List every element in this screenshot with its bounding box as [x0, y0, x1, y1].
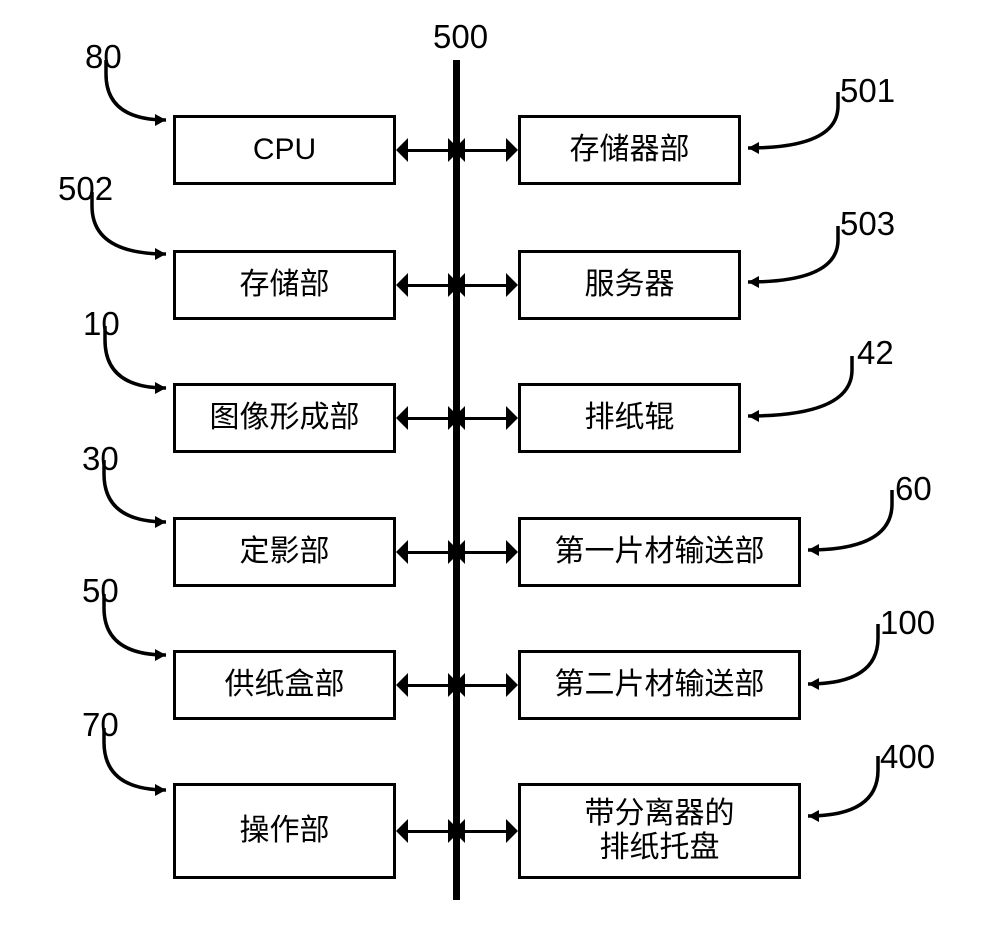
bus-connector: [463, 284, 509, 287]
bus-connector: [406, 284, 450, 287]
arrow-left-icon: [396, 138, 408, 162]
cpu-block: CPU: [173, 115, 396, 185]
server-ref: 503: [840, 205, 895, 243]
paper-cassette-label: 供纸盒部: [225, 668, 345, 703]
arrow-left-icon: [396, 673, 408, 697]
arrow-right-icon: [506, 819, 518, 843]
bus-connector: [463, 417, 509, 420]
bus-connector: [406, 149, 450, 152]
arrow-left-icon: [453, 138, 465, 162]
cpu-ref: 80: [85, 38, 122, 76]
separator-tray-ref: 400: [880, 738, 935, 776]
bus-diagram: 500 CPU 80 存储器部 501 存储部 502 服务器 503 图像形成部 10 排纸辊 42 定…: [0, 0, 1000, 934]
paper-cassette-ref: 50: [82, 572, 119, 610]
sheet-feed-2-block: 第二片材输送部: [518, 650, 801, 720]
bus-connector: [406, 551, 450, 554]
separator-tray-label: 带分离器的 排纸托盘: [585, 797, 735, 866]
arrow-left-icon: [453, 673, 465, 697]
server-block: 服务器: [518, 250, 741, 320]
sheet-feed-2-label: 第二片材输送部: [555, 668, 765, 703]
sheet-feed-1-block: 第一片材输送部: [518, 517, 801, 587]
server-callout: [728, 220, 858, 302]
fixing-label: 定影部: [240, 535, 330, 570]
bus-connector: [463, 830, 509, 833]
memory-ref: 501: [840, 72, 895, 110]
storage-block: 存储部: [173, 250, 396, 320]
imaging-ref: 10: [83, 305, 120, 343]
discharge-roller-block: 排纸辊: [518, 383, 741, 453]
operation-block: 操作部: [173, 783, 396, 879]
arrow-left-icon: [453, 540, 465, 564]
arrow-right-icon: [506, 138, 518, 162]
imaging-label: 图像形成部: [210, 401, 360, 436]
discharge-roller-ref: 42: [857, 334, 894, 372]
storage-ref: 502: [58, 170, 113, 208]
bus-connector: [406, 684, 450, 687]
arrow-left-icon: [453, 406, 465, 430]
separator-tray-block: 带分离器的 排纸托盘: [518, 783, 801, 879]
operation-label: 操作部: [240, 814, 330, 849]
arrow-left-icon: [396, 540, 408, 564]
arrow-right-icon: [506, 406, 518, 430]
bus-line: [453, 60, 460, 900]
sheet-feed-1-callout: [788, 484, 912, 570]
memory-callout: [728, 86, 858, 168]
memory-label: 存储器部: [570, 133, 690, 168]
bus-connector: [406, 830, 450, 833]
sheet-feed-1-ref: 60: [895, 470, 932, 508]
arrow-right-icon: [506, 673, 518, 697]
server-label: 服务器: [585, 268, 675, 303]
fixing-ref: 30: [82, 440, 119, 478]
arrow-left-icon: [396, 273, 408, 297]
arrow-right-icon: [506, 540, 518, 564]
operation-ref: 70: [82, 706, 119, 744]
imaging-block: 图像形成部: [173, 383, 396, 453]
discharge-roller-label: 排纸辊: [585, 401, 675, 436]
bus-ref-label: 500: [433, 18, 488, 56]
memory-block: 存储器部: [518, 115, 741, 185]
discharge-roller-callout: [728, 350, 872, 436]
bus-connector: [463, 684, 509, 687]
storage-label: 存储部: [240, 268, 330, 303]
arrow-left-icon: [453, 273, 465, 297]
cpu-label: CPU: [253, 133, 316, 168]
arrow-left-icon: [453, 819, 465, 843]
bus-connector: [463, 149, 509, 152]
sheet-feed-1-label: 第一片材输送部: [555, 535, 765, 570]
arrow-left-icon: [396, 819, 408, 843]
arrow-left-icon: [396, 406, 408, 430]
arrow-right-icon: [506, 273, 518, 297]
fixing-block: 定影部: [173, 517, 396, 587]
paper-cassette-block: 供纸盒部: [173, 650, 396, 720]
bus-connector: [406, 417, 450, 420]
bus-connector: [463, 551, 509, 554]
sheet-feed-2-ref: 100: [880, 604, 935, 642]
